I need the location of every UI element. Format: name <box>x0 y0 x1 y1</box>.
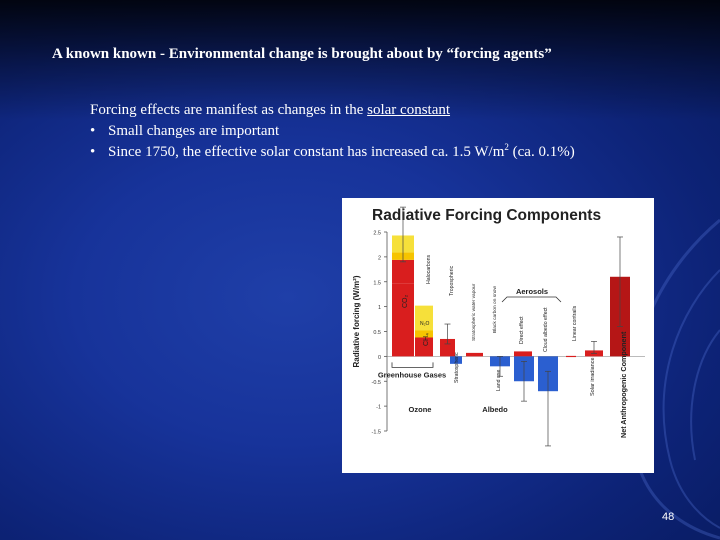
land-use-label: Land use <box>496 370 502 391</box>
aerosols-bracket <box>501 296 562 303</box>
intro-line: Forcing effects are manifest as changes … <box>90 100 575 121</box>
net-anthropogenic-label: Net Anthropogenic Component <box>619 331 628 438</box>
y-axis-label: Radiative forcing (W/m²) <box>352 275 361 367</box>
bullet-text: Since 1750, the effective solar constant… <box>108 144 505 160</box>
body-text: Forcing effects are manifest as changes … <box>90 100 575 163</box>
y-tick-label: 1 <box>378 305 381 311</box>
radiative-forcing-figure: Radiative Forcing Components 2.5 2 1.5 1 0.5 0… <box>342 198 654 473</box>
slide-title: A known known - Environmental change is … <box>52 46 552 62</box>
n2o-block <box>415 330 433 338</box>
bar <box>514 351 532 357</box>
y-tick-label: -1 <box>376 405 381 411</box>
bar <box>566 355 576 358</box>
y-tick-label: -0.5 <box>372 380 381 386</box>
y-tick-label: 0.5 <box>373 330 381 336</box>
n2o-label: N₂O <box>420 321 430 327</box>
bar <box>466 352 483 357</box>
radiative-forcing-chart: Radiative Forcing Components 2.5 2 1.5 1 0.5 0… <box>352 206 645 447</box>
group-label: Greenhouse Gases <box>378 370 446 379</box>
greenhouse-bracket <box>391 362 434 368</box>
ch4-block <box>415 337 433 357</box>
bullet-text-suffix: (ca. 0.1%) <box>508 144 575 160</box>
group-label: Ozone <box>409 405 432 414</box>
bar <box>440 338 455 357</box>
solar-constant-term: solar constant <box>367 102 451 118</box>
superscript-2: 2 <box>504 142 509 152</box>
halocarbon-block <box>415 305 433 331</box>
bar-segment <box>392 283 414 357</box>
bullet-icon: • <box>90 144 96 160</box>
bar-segment <box>392 259 414 284</box>
y-tick-label: 2.5 <box>373 231 381 237</box>
page-number: 48 <box>662 511 675 523</box>
bullet-text: Small changes are important <box>108 123 280 139</box>
black-carbon-label: Black carbon on snow <box>492 286 498 333</box>
y-tick-label: 0 <box>378 355 381 361</box>
direct-effect-label: Direct effect <box>519 316 525 344</box>
chart-title: Radiative Forcing Components <box>372 207 601 224</box>
bullet-icon: • <box>90 123 96 139</box>
ch4-label: CH₄ <box>423 333 430 346</box>
y-tick-label: 2 <box>378 255 381 261</box>
solar-irradiance-label: Solar irradiance <box>590 357 596 396</box>
top-gradient <box>0 0 720 120</box>
cloud-albedo-label: Cloud albedo effect <box>543 307 549 352</box>
group-label: Albedo <box>482 405 508 414</box>
group-label: Aerosols <box>516 287 548 296</box>
bullet-item: • Since 1750, the effective solar constan… <box>90 142 575 163</box>
strat-water-vapour-label: Stratospheric water vapour <box>471 283 477 341</box>
y-tick-label: 1.5 <box>373 280 381 286</box>
bullet-item: • Small changes are important <box>90 121 575 142</box>
halocarbons-label: Halocarbons <box>426 254 432 284</box>
y-tick-label: -1.5 <box>372 430 381 436</box>
tropospheric-label: Tropospheric <box>449 266 455 296</box>
intro-text: Forcing effects are manifest as changes … <box>90 102 368 118</box>
stratospheric-label: Stratospheric <box>454 352 460 383</box>
bar <box>450 356 462 364</box>
co2-label: CO₂ <box>402 295 409 309</box>
linear-contrails-label: Linear contrails <box>572 305 578 341</box>
